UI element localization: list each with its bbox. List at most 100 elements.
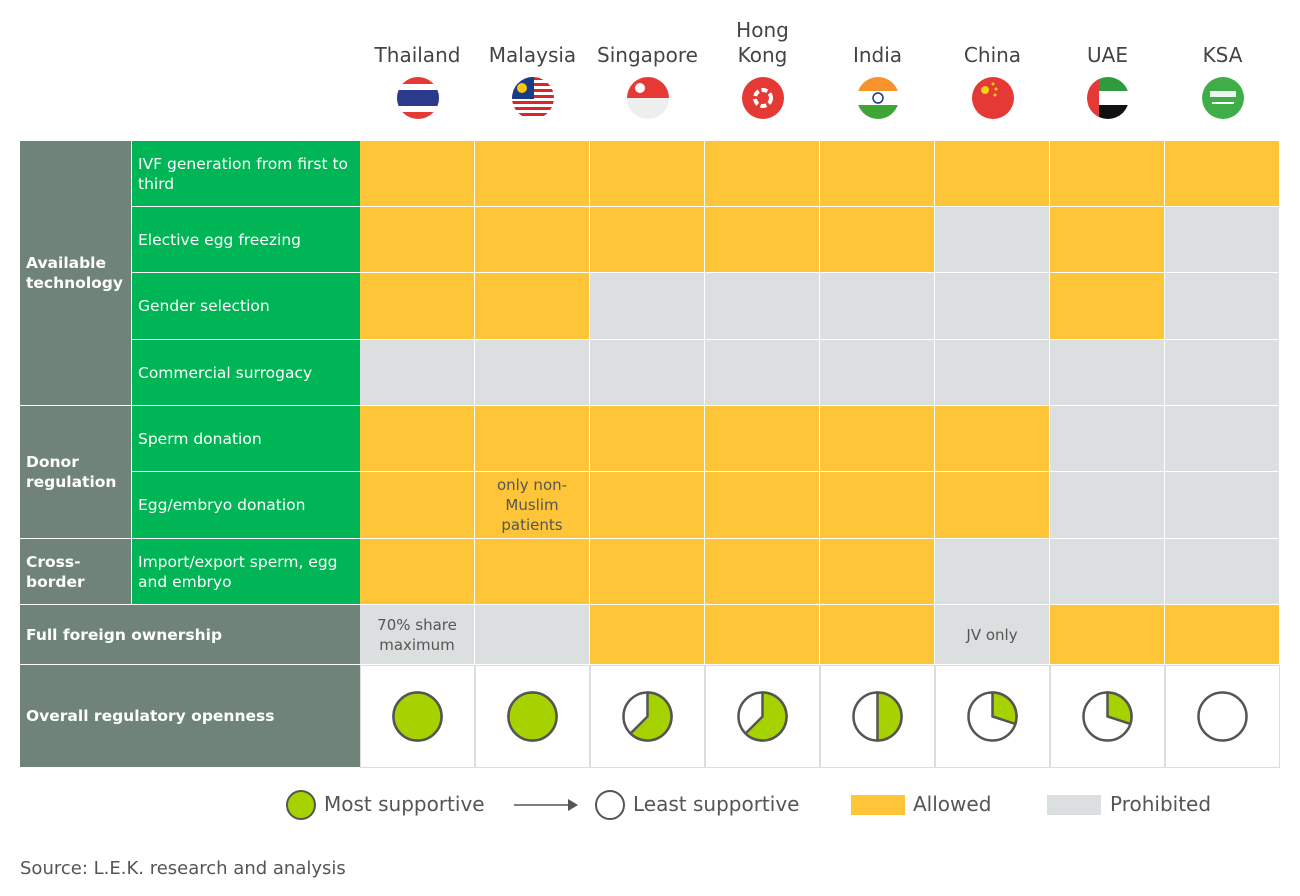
status-cell xyxy=(705,141,820,207)
status-cell xyxy=(935,340,1050,406)
status-cell xyxy=(360,340,475,406)
status-cell xyxy=(360,207,475,273)
status-cell xyxy=(590,605,705,665)
country-header: India xyxy=(820,10,935,68)
status-cell xyxy=(820,141,935,207)
status-cell xyxy=(590,207,705,273)
group-label: Cross-border xyxy=(20,539,132,605)
status-cell xyxy=(475,539,590,605)
status-cell xyxy=(1165,472,1280,539)
status-cell xyxy=(360,472,475,539)
row-label: Sperm donation xyxy=(132,406,360,472)
status-cell xyxy=(1165,141,1280,207)
status-cell xyxy=(475,273,590,340)
harvey-ball xyxy=(876,691,903,742)
status-cell xyxy=(1050,207,1165,273)
openness-cell xyxy=(360,665,475,768)
legend-arrowhead xyxy=(568,799,578,811)
row-label: Commercial surrogacy xyxy=(132,340,360,406)
status-cell xyxy=(1165,207,1280,273)
row-label: Overall regulatory openness xyxy=(20,665,360,768)
status-cell xyxy=(820,340,935,406)
status-cell xyxy=(705,273,820,340)
status-cell xyxy=(360,406,475,472)
status-cell xyxy=(820,539,935,605)
status-cell xyxy=(705,406,820,472)
flag-china xyxy=(972,77,1014,119)
harvey-ball xyxy=(743,691,788,742)
status-cell xyxy=(1050,141,1165,207)
status-cell: only non-Muslim patients xyxy=(475,472,590,539)
flag-uae xyxy=(1087,77,1129,119)
flag-thailand xyxy=(397,77,439,119)
status-cell xyxy=(1050,406,1165,472)
harvey-ball xyxy=(628,691,673,742)
flag-hong-kong xyxy=(742,77,784,119)
status-cell xyxy=(590,141,705,207)
status-cell xyxy=(935,472,1050,539)
status-cell xyxy=(1165,539,1280,605)
status-cell xyxy=(1050,472,1165,539)
status-cell xyxy=(1050,273,1165,340)
country-name: Thailand xyxy=(374,43,461,67)
status-cell xyxy=(1165,605,1280,665)
flag-singapore xyxy=(627,77,669,119)
legend-swatch xyxy=(1047,795,1101,815)
status-cell xyxy=(705,539,820,605)
status-cell xyxy=(1050,539,1165,605)
status-cell xyxy=(705,605,820,665)
harvey-ball xyxy=(392,691,443,742)
legend-label: Most supportive xyxy=(324,792,485,816)
status-cell xyxy=(590,539,705,605)
status-cell: JV only xyxy=(935,605,1050,665)
status-cell xyxy=(475,340,590,406)
status-cell xyxy=(820,406,935,472)
country-header: UAE xyxy=(1050,10,1165,68)
status-cell xyxy=(705,472,820,539)
status-cell xyxy=(1050,605,1165,665)
status-cell xyxy=(820,207,935,273)
row-label: Import/export sperm, egg and embryo xyxy=(132,539,360,605)
legend-most-icon xyxy=(286,790,316,820)
country-name: KSA xyxy=(1202,43,1243,67)
harvey-ball xyxy=(1106,691,1133,726)
status-cell xyxy=(935,406,1050,472)
country-header: Hong Kong xyxy=(705,10,820,68)
country-header: Thailand xyxy=(360,10,475,68)
openness-cell xyxy=(705,665,820,768)
status-cell xyxy=(360,141,475,207)
legend-least-icon xyxy=(595,790,625,820)
status-cell xyxy=(590,340,705,406)
country-name: China xyxy=(963,43,1022,67)
status-cell xyxy=(820,273,935,340)
status-cell xyxy=(1165,340,1280,406)
legend-swatch xyxy=(851,795,905,815)
status-cell xyxy=(590,472,705,539)
row-label: Gender selection xyxy=(132,273,360,340)
status-cell xyxy=(475,605,590,665)
status-cell xyxy=(1050,340,1165,406)
row-label: Elective egg freezing xyxy=(132,207,360,273)
status-cell xyxy=(590,273,705,340)
status-cell xyxy=(935,539,1050,605)
status-cell xyxy=(705,340,820,406)
legend-label: Prohibited xyxy=(1110,792,1212,816)
flag-india xyxy=(857,77,899,119)
harvey-ball xyxy=(507,691,558,742)
status-cell xyxy=(935,207,1050,273)
row-label: Full foreign ownership xyxy=(20,605,360,665)
legend-label: Least supportive xyxy=(633,792,800,816)
country-name: India xyxy=(852,43,903,67)
status-cell xyxy=(360,539,475,605)
status-cell xyxy=(475,141,590,207)
status-cell xyxy=(705,207,820,273)
status-cell xyxy=(475,406,590,472)
status-cell xyxy=(475,207,590,273)
group-label: Available technology xyxy=(20,141,132,406)
country-name: Hong Kong xyxy=(736,18,789,67)
status-cell xyxy=(820,472,935,539)
status-cell xyxy=(820,605,935,665)
country-name: Singapore xyxy=(597,43,698,67)
